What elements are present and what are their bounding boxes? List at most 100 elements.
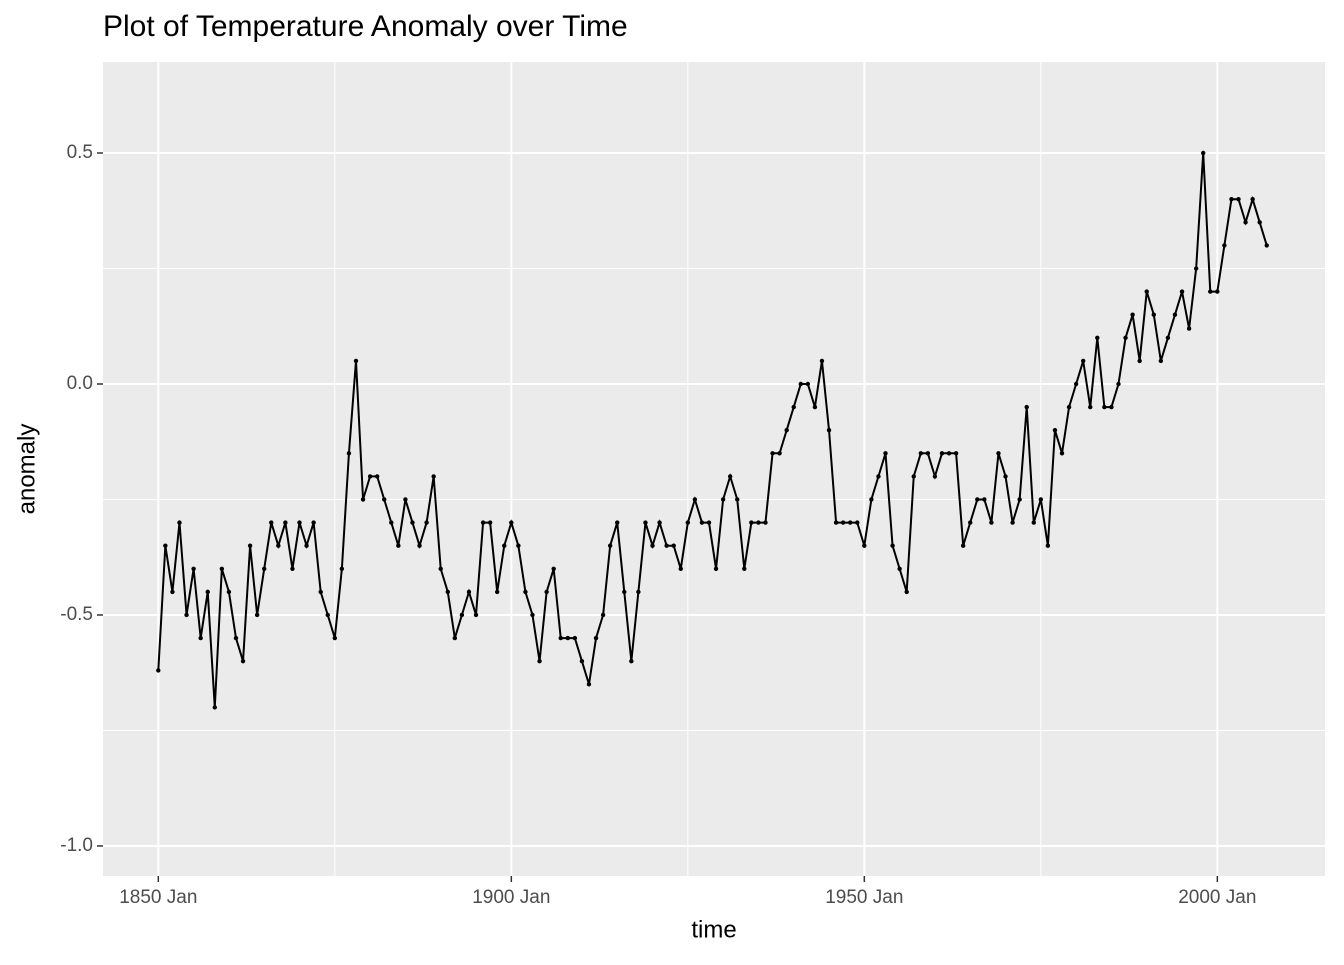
point: [544, 589, 549, 595]
point: [233, 635, 239, 641]
point: [1193, 266, 1199, 271]
point: [1052, 427, 1058, 433]
point: [396, 543, 401, 548]
point: [353, 358, 359, 364]
point: [1017, 497, 1022, 502]
point: [1208, 289, 1213, 294]
point: [417, 543, 422, 548]
point: [332, 635, 338, 641]
chart-title: Plot of Temperature Anomaly over Time: [103, 10, 628, 43]
point: [791, 404, 796, 410]
point: [685, 520, 691, 525]
point: [374, 474, 380, 479]
point: [876, 474, 881, 479]
point: [311, 520, 316, 525]
point: [156, 668, 161, 673]
point: [1116, 381, 1121, 387]
point: [431, 474, 436, 479]
point: [212, 705, 217, 710]
point: [883, 451, 888, 456]
point: [240, 658, 246, 664]
point: [410, 520, 415, 525]
x-tick-label: 1950 Jan: [825, 887, 903, 908]
point: [812, 404, 818, 410]
point: [1080, 358, 1086, 364]
point: [643, 520, 648, 525]
point: [770, 451, 775, 456]
point: [826, 427, 832, 433]
point: [819, 358, 825, 364]
point: [593, 635, 599, 641]
point: [777, 451, 782, 456]
point: [1066, 404, 1072, 410]
point: [1024, 404, 1029, 410]
x-tick-label: 1850 Jan: [119, 887, 197, 908]
point: [572, 635, 578, 641]
point: [283, 520, 288, 525]
point: [904, 589, 909, 595]
point: [367, 474, 373, 479]
point: [968, 520, 973, 525]
point: [459, 612, 465, 618]
point: [1059, 451, 1065, 456]
point: [339, 566, 345, 571]
point: [579, 658, 585, 664]
point: [607, 543, 613, 548]
point: [297, 520, 302, 525]
point: [692, 497, 698, 502]
point: [516, 543, 521, 548]
point: [184, 612, 189, 618]
point: [205, 589, 210, 595]
point: [403, 497, 408, 502]
point: [1186, 326, 1192, 331]
point: [890, 543, 895, 548]
point: [1045, 543, 1051, 548]
point: [749, 520, 754, 525]
point: [1165, 335, 1171, 340]
point: [706, 520, 712, 525]
point: [1003, 474, 1008, 479]
y-tick-label: -0.5: [60, 604, 93, 625]
point: [982, 497, 987, 502]
point: [953, 451, 959, 456]
point: [727, 474, 733, 479]
point: [1123, 335, 1128, 340]
point: [897, 566, 902, 571]
point: [855, 520, 860, 525]
point: [1257, 220, 1262, 225]
x-axis-title: time: [691, 916, 736, 943]
point: [918, 451, 924, 456]
point: [1172, 312, 1178, 317]
point: [1243, 220, 1248, 225]
point: [1073, 381, 1079, 387]
point: [558, 635, 563, 641]
point: [586, 682, 592, 687]
point: [939, 451, 945, 456]
point: [784, 427, 789, 433]
point: [247, 543, 253, 548]
point: [466, 589, 472, 595]
point: [657, 520, 662, 525]
point: [996, 451, 1001, 456]
point: [1215, 289, 1220, 294]
y-tick-label: -1.0: [60, 835, 93, 856]
y-tick-label: 0.5: [67, 142, 93, 163]
point: [1010, 520, 1015, 525]
point: [636, 589, 641, 595]
point: [502, 543, 507, 548]
point: [325, 612, 330, 618]
point: [1250, 197, 1255, 202]
point: [615, 520, 620, 525]
x-tick-label: 1900 Jan: [472, 887, 550, 908]
series-line: [157, 152, 1268, 708]
point: [1109, 404, 1114, 410]
point: [671, 543, 676, 548]
point: [438, 566, 443, 571]
point: [600, 612, 606, 618]
point: [678, 566, 683, 571]
point: [840, 520, 846, 525]
point: [1222, 243, 1227, 248]
point: [735, 497, 740, 502]
y-tick-label: 0.0: [67, 373, 93, 394]
